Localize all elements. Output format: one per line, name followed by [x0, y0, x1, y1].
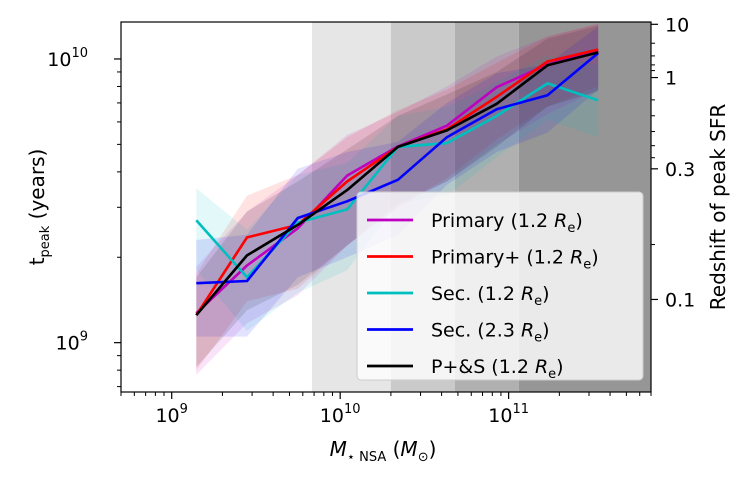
y-axis-label: tpeak (years): [25, 149, 53, 266]
right-tick-label-2: 1: [665, 68, 677, 90]
x-tick-label-1: 109: [155, 402, 187, 427]
legend-label-2: Primary+ (1.2 Re): [431, 247, 599, 273]
legend-label-3: Sec. (1.2 Re): [431, 283, 550, 309]
series-line-5: [195, 51, 599, 317]
y-tick-label-1: 109: [56, 330, 88, 355]
legend-box: [356, 191, 644, 381]
series-line-4: [196, 52, 600, 285]
right-tick-label-3: 0.3: [665, 159, 695, 181]
right-tick-label-1: 10: [665, 14, 689, 36]
legend-label-5: P+&S (1.2 Re): [431, 356, 564, 382]
legend: Primary (1.2 Re) Primary+ (1.2 Re) Sec. (1…: [356, 191, 644, 382]
right-tick-label-4: 0.1: [665, 289, 695, 311]
y-tick-label-2: 1010: [47, 46, 88, 71]
right-axis-label: Redshift of peak SFR: [706, 104, 730, 311]
legend-label-4: Sec. (2.3 Re): [431, 320, 550, 346]
x-tick-label-3: 1011: [488, 402, 529, 427]
legend-label-1: Primary (1.2 Re): [431, 210, 583, 236]
x-tick-label-2: 1010: [320, 402, 361, 427]
series-lines: [195, 48, 600, 317]
x-axis-label: M⋆ NSA (M⊙): [330, 437, 437, 465]
